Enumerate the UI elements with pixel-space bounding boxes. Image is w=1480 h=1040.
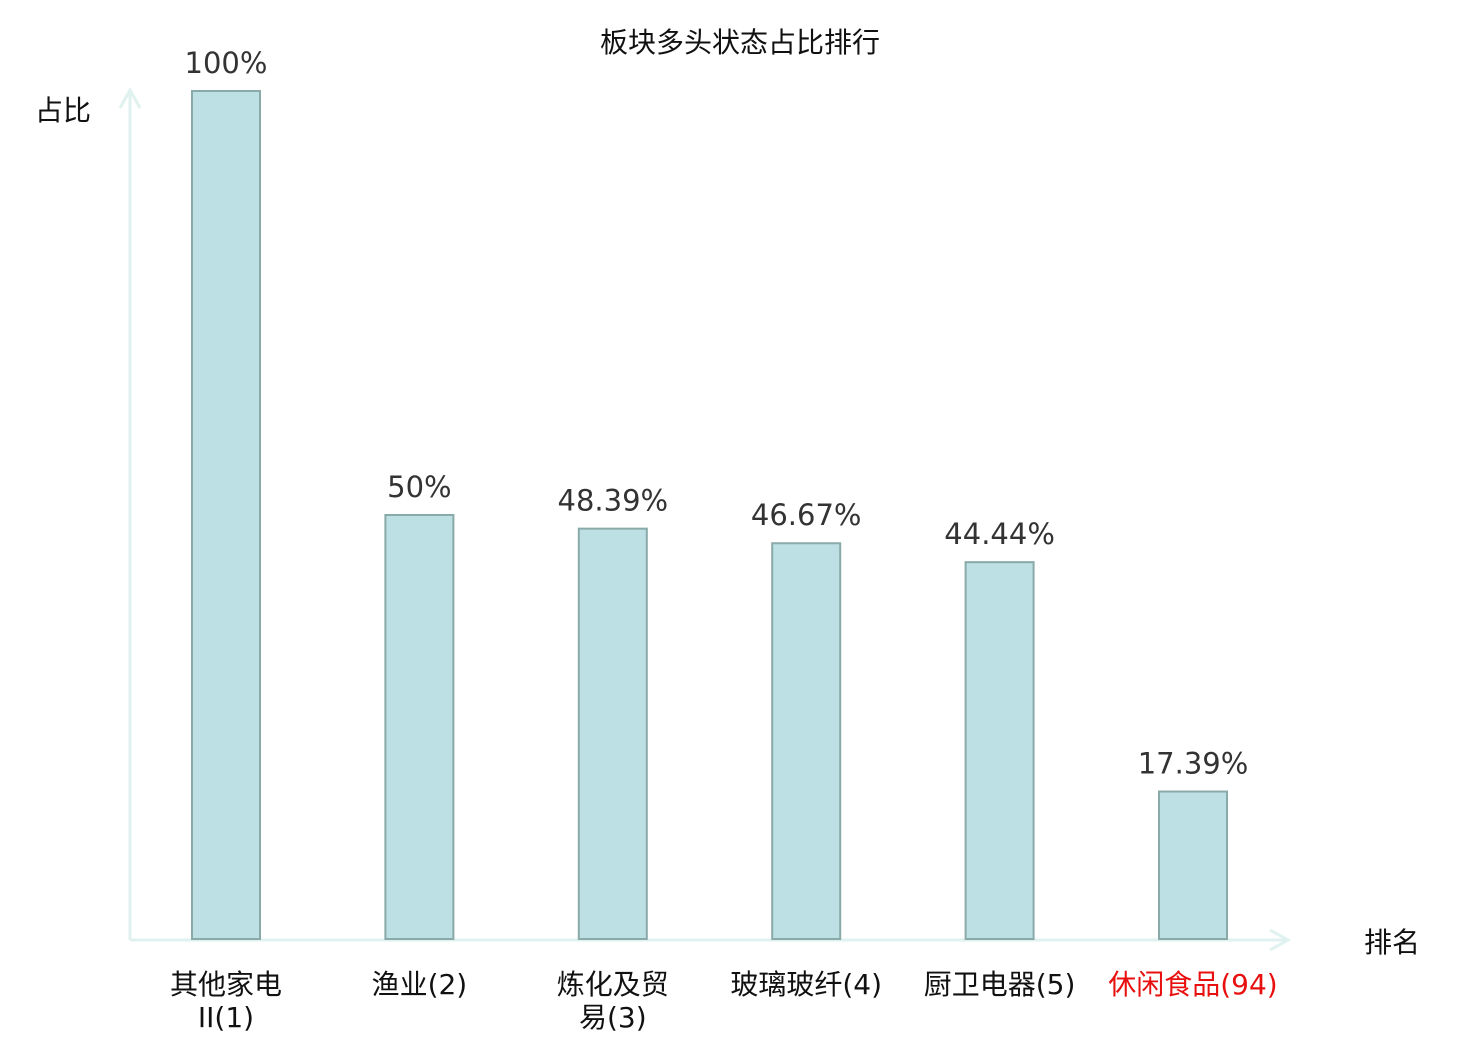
x-tick-label: II(1) <box>198 1001 254 1034</box>
data-label: 100% <box>185 46 268 80</box>
x-axis <box>130 928 1292 952</box>
x-tick-label: 休闲食品(94) <box>1108 968 1277 1001</box>
bar <box>1158 790 1228 940</box>
x-tick-label: 炼化及贸 <box>557 968 669 1001</box>
data-label: 17.39% <box>1138 747 1249 781</box>
y-axis-label: 占比 <box>35 94 91 127</box>
bar <box>964 561 1035 940</box>
y-axis <box>118 86 142 940</box>
x-tick-label: 其他家电 <box>170 968 282 1001</box>
chart-title: 板块多头状态占比排行 <box>600 26 880 59</box>
x-tick-label: 易(3) <box>579 1001 647 1034</box>
data-label: 50% <box>387 470 451 504</box>
x-tick-label: 厨卫电器(5) <box>924 968 1076 1001</box>
x-tick-label: 渔业(2) <box>372 968 468 1001</box>
bar <box>771 542 842 940</box>
bar <box>384 514 455 940</box>
bar <box>577 527 648 940</box>
bar <box>191 90 261 940</box>
data-label: 48.39% <box>558 484 669 518</box>
x-axis-label: 排名 <box>1364 926 1420 959</box>
x-tick-label: 玻璃玻纤(4) <box>730 968 882 1001</box>
data-label: 44.44% <box>944 517 1055 551</box>
data-label: 46.67% <box>751 498 862 532</box>
